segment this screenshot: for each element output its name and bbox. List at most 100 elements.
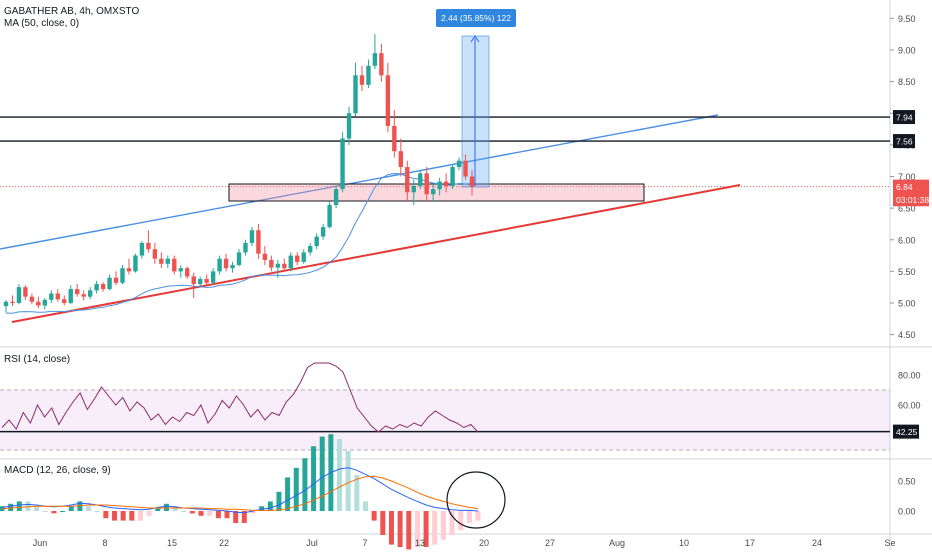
macd-histogram-bar xyxy=(319,436,325,511)
candle-body xyxy=(178,268,183,272)
measure-label-box xyxy=(436,9,516,27)
candle-body xyxy=(295,255,300,262)
rsi-tick-label: 60.00 xyxy=(898,401,921,411)
macd-histogram-bar xyxy=(163,503,169,511)
time-tick-label: 13 xyxy=(415,538,425,548)
macd-histogram-bar xyxy=(103,511,109,519)
time-tick-label: 10 xyxy=(679,538,689,548)
candle-body xyxy=(243,242,248,253)
macd-histogram-bar xyxy=(224,511,230,519)
macd-histogram-bar xyxy=(34,506,40,511)
time-tick-label: 22 xyxy=(219,538,229,548)
rsi-band xyxy=(0,390,890,450)
candle-body xyxy=(320,227,326,237)
macd-histogram-bar xyxy=(207,511,213,516)
macd-histogram-bar xyxy=(362,501,368,511)
time-tick-label: 7 xyxy=(362,538,367,548)
price-label-box xyxy=(893,134,915,149)
time-tick-label: 8 xyxy=(102,538,107,548)
candle-body xyxy=(120,268,125,283)
candle-body xyxy=(172,258,177,272)
candle-body xyxy=(340,138,345,190)
macd-histogram-bar xyxy=(337,439,343,511)
candle-body xyxy=(42,299,48,306)
candle-body xyxy=(288,255,293,269)
candle-body xyxy=(139,242,145,256)
price-range-arrowhead xyxy=(470,35,480,43)
candle-body xyxy=(469,176,475,187)
candle-body xyxy=(392,125,397,152)
macd-histogram-bar xyxy=(120,511,126,521)
macd-tick-label: 0.50 xyxy=(898,477,916,487)
candle-body xyxy=(204,278,209,283)
time-tick-label: 20 xyxy=(479,538,489,548)
price-tick-label: 9.00 xyxy=(898,46,916,56)
macd-circle-annotation xyxy=(446,471,506,529)
macd-histogram-bar xyxy=(129,511,135,521)
macd-histogram-bar xyxy=(241,511,247,523)
time-tick-label: Aug xyxy=(609,538,625,548)
macd-histogram-bar xyxy=(42,511,48,512)
price-tick-label: 7.00 xyxy=(898,172,916,182)
rsi-tick-label: 80.00 xyxy=(898,371,921,381)
macd-histogram-bar xyxy=(449,511,455,535)
price-tick-label: 9.50 xyxy=(898,14,916,24)
demand-zone xyxy=(228,183,645,202)
macd-histogram-bar xyxy=(371,511,377,521)
macd-histogram-bar xyxy=(137,511,143,521)
candle-body xyxy=(74,289,80,295)
candle-body xyxy=(450,167,455,186)
macd-histogram-bar xyxy=(475,511,481,521)
drawing-annotations[interactable]: 2.44 (35.85%) 122 xyxy=(0,9,890,323)
candle-body xyxy=(81,294,86,297)
candle-body xyxy=(107,277,112,290)
time-tick-label: 17 xyxy=(745,538,755,548)
candle-body xyxy=(223,258,229,269)
rsi-pane: 42.25 xyxy=(0,362,919,451)
macd-histogram-bar xyxy=(94,511,100,512)
candle-body xyxy=(275,263,281,268)
candle-body xyxy=(262,253,268,260)
macd-histogram-bar xyxy=(172,506,178,511)
candle-body xyxy=(159,258,164,264)
macd-histogram-bar xyxy=(233,511,239,523)
ma-legend-label: MA (50, close, 0) xyxy=(4,18,79,29)
candle-body xyxy=(29,296,35,302)
candle-body xyxy=(217,258,222,272)
macd-pane xyxy=(0,434,506,550)
candle-body xyxy=(100,284,106,290)
macd-histogram-bar xyxy=(302,458,308,511)
rsi-value-box xyxy=(893,424,919,439)
candle-body xyxy=(210,271,216,283)
macd-histogram-bar xyxy=(432,511,438,545)
price-label: 7.94 xyxy=(896,113,913,123)
candle-body xyxy=(10,301,15,303)
candle-body xyxy=(456,160,462,168)
macd-histogram-bar xyxy=(51,511,57,514)
moving-average-line xyxy=(5,172,473,314)
candle-body xyxy=(437,181,442,190)
price-tick-label: 6.00 xyxy=(898,235,916,245)
macd-histogram-bar xyxy=(293,467,299,511)
time-tick-label: 27 xyxy=(545,538,555,548)
macd-histogram-bar xyxy=(8,503,14,511)
candles[interactable] xyxy=(3,34,475,313)
price-tick-label: 8.50 xyxy=(898,77,916,87)
rsi-value-label: 42.25 xyxy=(896,427,918,437)
macd-histogram-bar xyxy=(267,501,273,511)
candle-body xyxy=(36,301,41,306)
candle-body xyxy=(301,252,306,262)
macd-histogram-bar xyxy=(406,511,412,550)
candle-body xyxy=(463,160,468,177)
candle-body xyxy=(385,75,391,126)
time-tick-label: Jun xyxy=(33,538,48,548)
candle-body xyxy=(256,230,261,254)
macd-histogram-bar xyxy=(25,501,31,511)
price-tick-label: 5.50 xyxy=(898,267,916,277)
price-label-box xyxy=(893,110,915,125)
candle-body xyxy=(197,278,203,285)
candle-body xyxy=(282,263,287,269)
candle-body xyxy=(236,252,242,266)
